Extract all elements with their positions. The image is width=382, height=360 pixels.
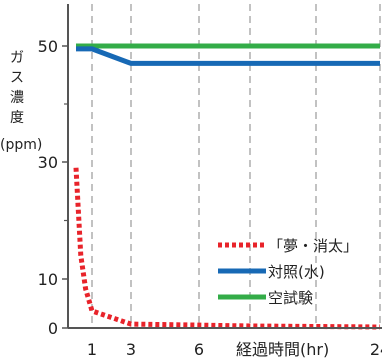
x-tick-labels: 1 3 6 24 bbox=[87, 340, 382, 359]
series-line bbox=[76, 46, 380, 66]
x-axis-label: 経過時間(hr) bbox=[236, 340, 329, 359]
y-tick-label: 30 bbox=[38, 153, 58, 172]
series-lines bbox=[73, 43, 381, 330]
y-axis-label-char: 濃 bbox=[10, 90, 24, 106]
y-axis-unit: (ppm) bbox=[0, 137, 42, 153]
grid-lines bbox=[91, 4, 381, 328]
y-axis-label-char: 度 bbox=[10, 110, 24, 126]
axes bbox=[67, 4, 382, 329]
legend: 「夢・消太」対照(水) 空試験 bbox=[218, 237, 358, 307]
legend-label: 対照(水) bbox=[268, 263, 325, 281]
y-tick-label: 10 bbox=[38, 270, 58, 289]
y-tick-label: 0 bbox=[48, 319, 58, 338]
y-axis-label-char: ス bbox=[10, 70, 24, 86]
x-tick-label: 24 bbox=[370, 340, 382, 359]
x-tick-label: 6 bbox=[194, 340, 204, 359]
legend-label: 空試験 bbox=[268, 289, 313, 307]
x-tick-label: 3 bbox=[126, 340, 136, 359]
series-line bbox=[73, 167, 381, 330]
y-axis-label-char: ガ bbox=[10, 50, 24, 66]
x-tick-label: 1 bbox=[87, 340, 97, 359]
y-tick-label: 50 bbox=[38, 37, 58, 56]
legend-label: 「夢・消太」 bbox=[268, 237, 358, 255]
y-tick-labels: 0 10 30 50 bbox=[38, 37, 68, 338]
